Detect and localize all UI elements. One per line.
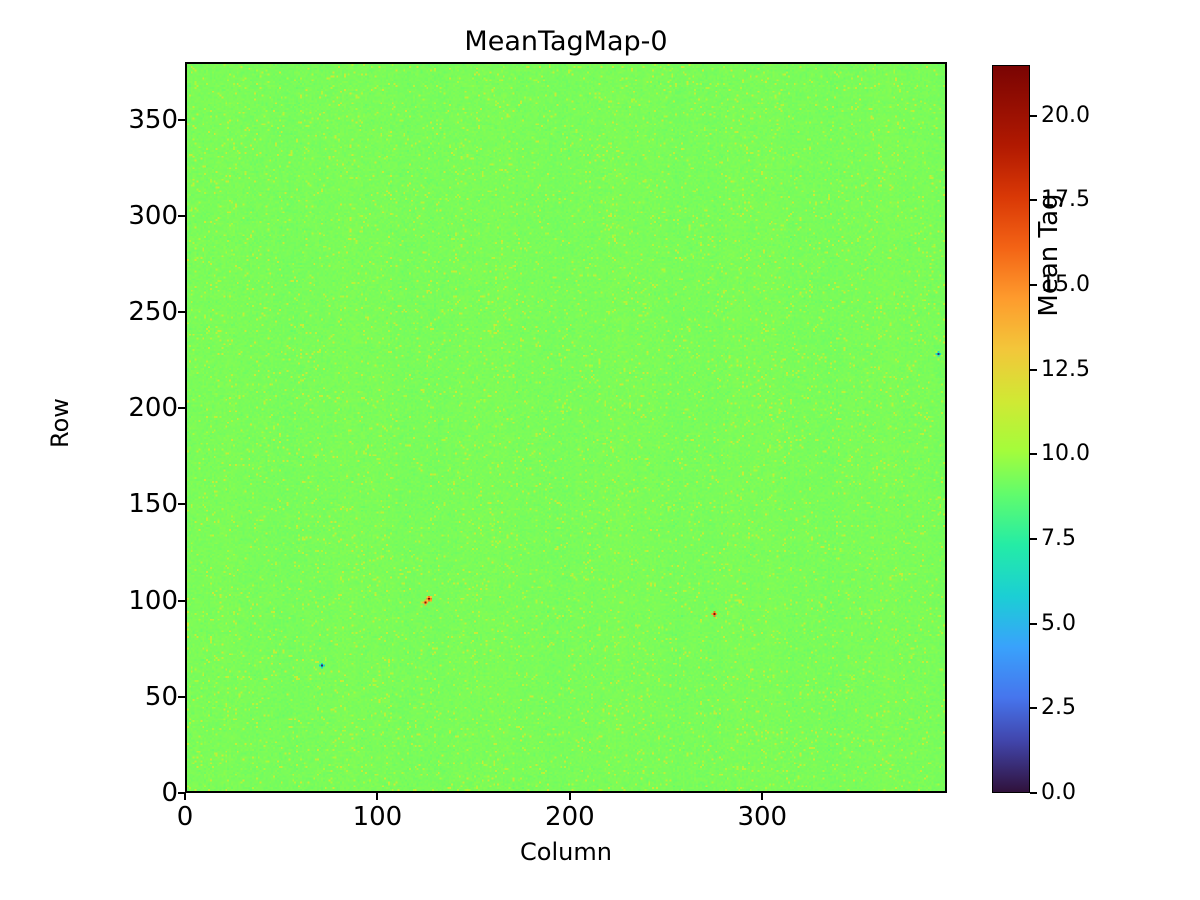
colorbar-tick-label: 20.0 (1041, 102, 1090, 128)
x-tick-label: 200 (545, 802, 595, 832)
colorbar-tick-label: 7.5 (1041, 526, 1076, 552)
x-tick-mark (568, 793, 571, 800)
colorbar-tick-label: 2.5 (1041, 695, 1076, 721)
x-axis-label: Column (520, 838, 612, 866)
colorbar-tick-mark (1030, 114, 1037, 117)
y-tick-label: 300 (128, 200, 178, 231)
colorbar-tick-label: 0.0 (1041, 780, 1076, 805)
heatmap-axes[interactable] (185, 62, 947, 793)
y-tick-mark (178, 214, 185, 217)
y-tick-label: 50 (144, 681, 178, 712)
page-title: MeanTagMap-0 (464, 26, 668, 57)
heatmap-image[interactable] (187, 64, 945, 791)
colorbar-tick-mark (1030, 284, 1037, 287)
colorbar-tick-mark (1030, 622, 1037, 625)
colorbar-tick-label: 10.0 (1041, 441, 1090, 467)
colorbar[interactable] (992, 65, 1030, 793)
y-tick-mark (178, 118, 185, 121)
y-tick-mark (178, 503, 185, 506)
colorbar-tick-label: 5.0 (1041, 610, 1076, 636)
colorbar-tick-label: 15.0 (1041, 272, 1090, 298)
y-tick-mark (178, 792, 185, 794)
x-tick-mark (184, 793, 186, 800)
x-tick-label: 300 (737, 802, 788, 832)
y-tick-mark (178, 599, 185, 602)
x-tick-mark (376, 793, 379, 800)
y-tick-label: 150 (128, 489, 178, 520)
colorbar-tick-label: 17.5 (1041, 187, 1090, 213)
y-tick-label: 200 (128, 393, 178, 424)
colorbar-tick-mark (1030, 368, 1037, 371)
y-axis-label: Row (46, 398, 74, 448)
colorbar-tick-label: 12.5 (1041, 356, 1090, 382)
colorbar-tick-mark (1030, 453, 1037, 456)
x-tick-mark (761, 793, 764, 800)
y-tick-mark (178, 695, 185, 698)
colorbar-label: Mean Tag (1034, 193, 1064, 317)
y-tick-label: 0 (161, 778, 178, 808)
y-tick-label: 100 (128, 585, 178, 616)
x-tick-label: 0 (176, 802, 194, 832)
y-tick-mark (178, 311, 185, 314)
colorbar-tick-mark (1030, 707, 1037, 710)
colorbar-tick-mark (1030, 538, 1037, 541)
y-tick-label: 350 (128, 104, 178, 135)
x-tick-label: 100 (352, 802, 403, 832)
y-tick-mark (178, 407, 185, 410)
y-tick-label: 250 (128, 297, 178, 328)
colorbar-tick-mark (1030, 792, 1037, 794)
colorbar-gradient (993, 66, 1029, 792)
colorbar-tick-mark (1030, 199, 1037, 202)
